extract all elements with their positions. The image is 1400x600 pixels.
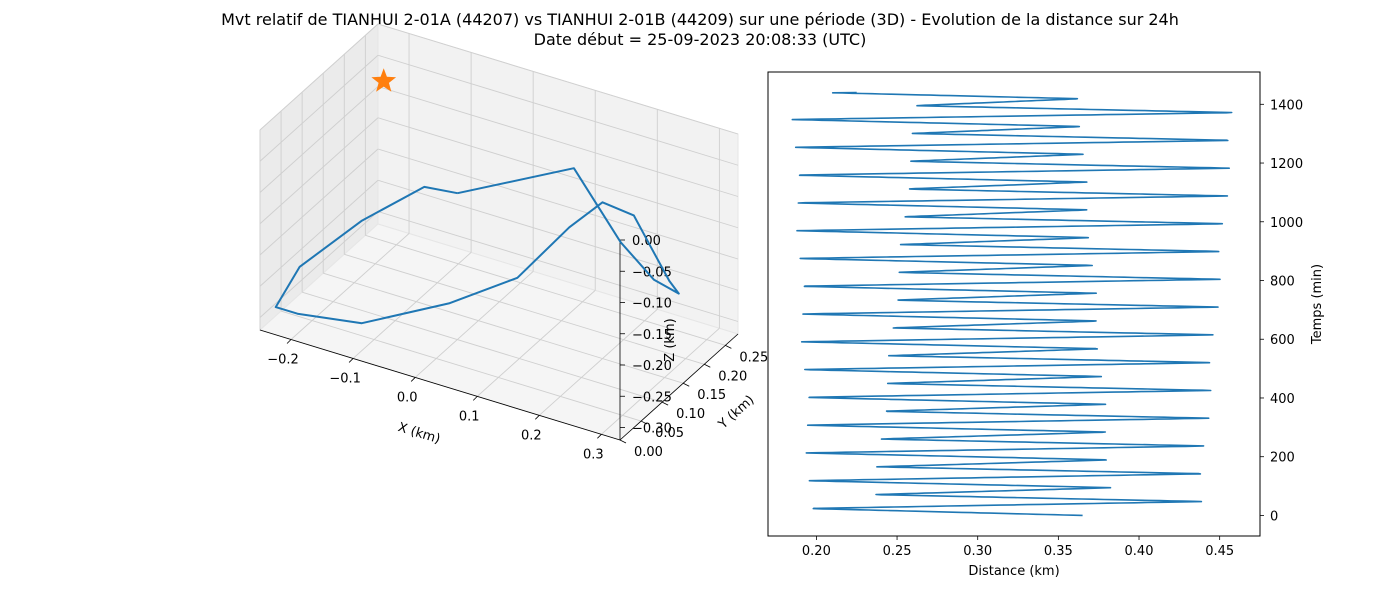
x-tick-label: −0.1 [329, 371, 361, 386]
gridline [280, 310, 642, 422]
y-tick-label: 400 [1270, 392, 1295, 407]
x-tick-label: −0.2 [267, 352, 299, 367]
x-tick-mark [410, 377, 416, 382]
y-tick-mark [640, 420, 648, 425]
x-tick-mark [286, 339, 292, 344]
x-tick-label: 0.35 [1044, 544, 1073, 559]
x-tick-label: 0.2 [521, 428, 542, 443]
x-tick-label: 0.20 [802, 544, 831, 559]
x-tick-label: 0.45 [1205, 544, 1234, 559]
x-axis-line [259, 329, 621, 441]
time-axis-label: Temps (min) [1310, 264, 1325, 345]
gridline [259, 86, 379, 193]
y-tick-label: 1000 [1270, 216, 1303, 231]
plot-3d-relative-motion: −0.2 −0.1 0.0 0.1 0.2 0.3 0.00 0.05 0.10 0.15 0.20… [259, 22, 768, 462]
x-tick-label: 0.30 [963, 544, 992, 559]
z-axis-label: Z (km) [663, 318, 678, 361]
figure-title-line-1: Mvt relatif de TIANHUI 2-01A (44207) vs … [221, 10, 1179, 29]
y-tick-label: 800 [1270, 275, 1295, 290]
gridline [414, 271, 534, 378]
y-tick-label: 0.20 [718, 369, 747, 384]
3d-axis-lines [259, 240, 739, 441]
gridline [539, 309, 658, 416]
gridline [377, 148, 739, 260]
x-ticks: 0.20 0.25 0.30 0.35 0.40 0.45 [802, 536, 1234, 559]
3d-gridlines [259, 23, 739, 441]
z-tick-label: −0.30 [632, 422, 672, 437]
x-tick-mark [348, 358, 354, 363]
gridline [290, 233, 410, 340]
gridline [377, 23, 739, 135]
plot-distance-vs-time: 0.20 0.25 0.30 0.35 0.40 0.45 0 200 400 600 800 10… [767, 71, 1325, 579]
y-tick-mark [683, 382, 690, 387]
x-tick-mark [597, 434, 602, 439]
gridline [302, 291, 663, 403]
gridline [352, 252, 472, 359]
y-tick-label: 0 [1270, 509, 1278, 524]
x-tick-mark [472, 396, 478, 401]
y-tick-label: 600 [1270, 333, 1295, 348]
y-tick-label: 0.15 [697, 388, 726, 403]
gridline [377, 86, 739, 197]
y-tick-mark [704, 363, 711, 368]
x-tick-label: 0.3 [583, 447, 604, 462]
y-tick-label: 200 [1270, 451, 1295, 466]
z-tick-label: −0.25 [632, 390, 672, 405]
x-tick-label: 0.25 [883, 544, 912, 559]
z-tick-label: 0.00 [632, 234, 661, 249]
x-tick-label: 0.0 [397, 390, 418, 405]
y-tick-mark [619, 439, 627, 444]
y-tick-mark [661, 401, 669, 406]
gridline [377, 54, 739, 166]
gridline [601, 327, 720, 435]
y-tick-label: 1400 [1270, 98, 1303, 113]
z-tick-label: −0.20 [632, 359, 672, 374]
gridline [259, 23, 379, 131]
figure-title-line-2: Date début = 25-09-2023 20:08:33 (UTC) [533, 30, 867, 49]
plot-frame [767, 71, 1261, 537]
distance-axis-label: Distance (km) [968, 564, 1059, 579]
gridline [259, 117, 379, 225]
x-axis-label: X (km) [396, 420, 442, 447]
relative-trajectory-line [274, 167, 680, 325]
x-tick-mark [535, 415, 540, 420]
y-tick-label: 0.00 [634, 445, 663, 460]
x-tick-label: 0.1 [459, 409, 480, 424]
gridline [259, 179, 379, 287]
z-tick-label: −0.15 [632, 328, 672, 343]
gridline [377, 179, 739, 291]
y-tick-label: 0.10 [676, 407, 705, 422]
gridline [344, 253, 705, 365]
y-tick-mark [725, 344, 732, 349]
gridline [476, 290, 596, 397]
gridline [259, 54, 379, 162]
gridline [377, 117, 739, 229]
3d-tick-marks [286, 239, 732, 444]
gridline [377, 211, 739, 322]
y-tick-label: 0.25 [739, 350, 768, 365]
y-tick-label: 1200 [1270, 157, 1303, 172]
origin-star-marker [371, 68, 397, 92]
y-ticks: 0 200 400 600 800 1000 1200 1400 [1260, 98, 1303, 524]
x-tick-label: 0.40 [1125, 544, 1154, 559]
gridline [259, 148, 379, 256]
gridline [365, 234, 726, 346]
z-tick-label: −0.10 [632, 297, 672, 312]
y-tick-label: 0.05 [655, 426, 684, 441]
y-axis-line [619, 333, 739, 441]
distance-curve-line [791, 91, 1233, 517]
